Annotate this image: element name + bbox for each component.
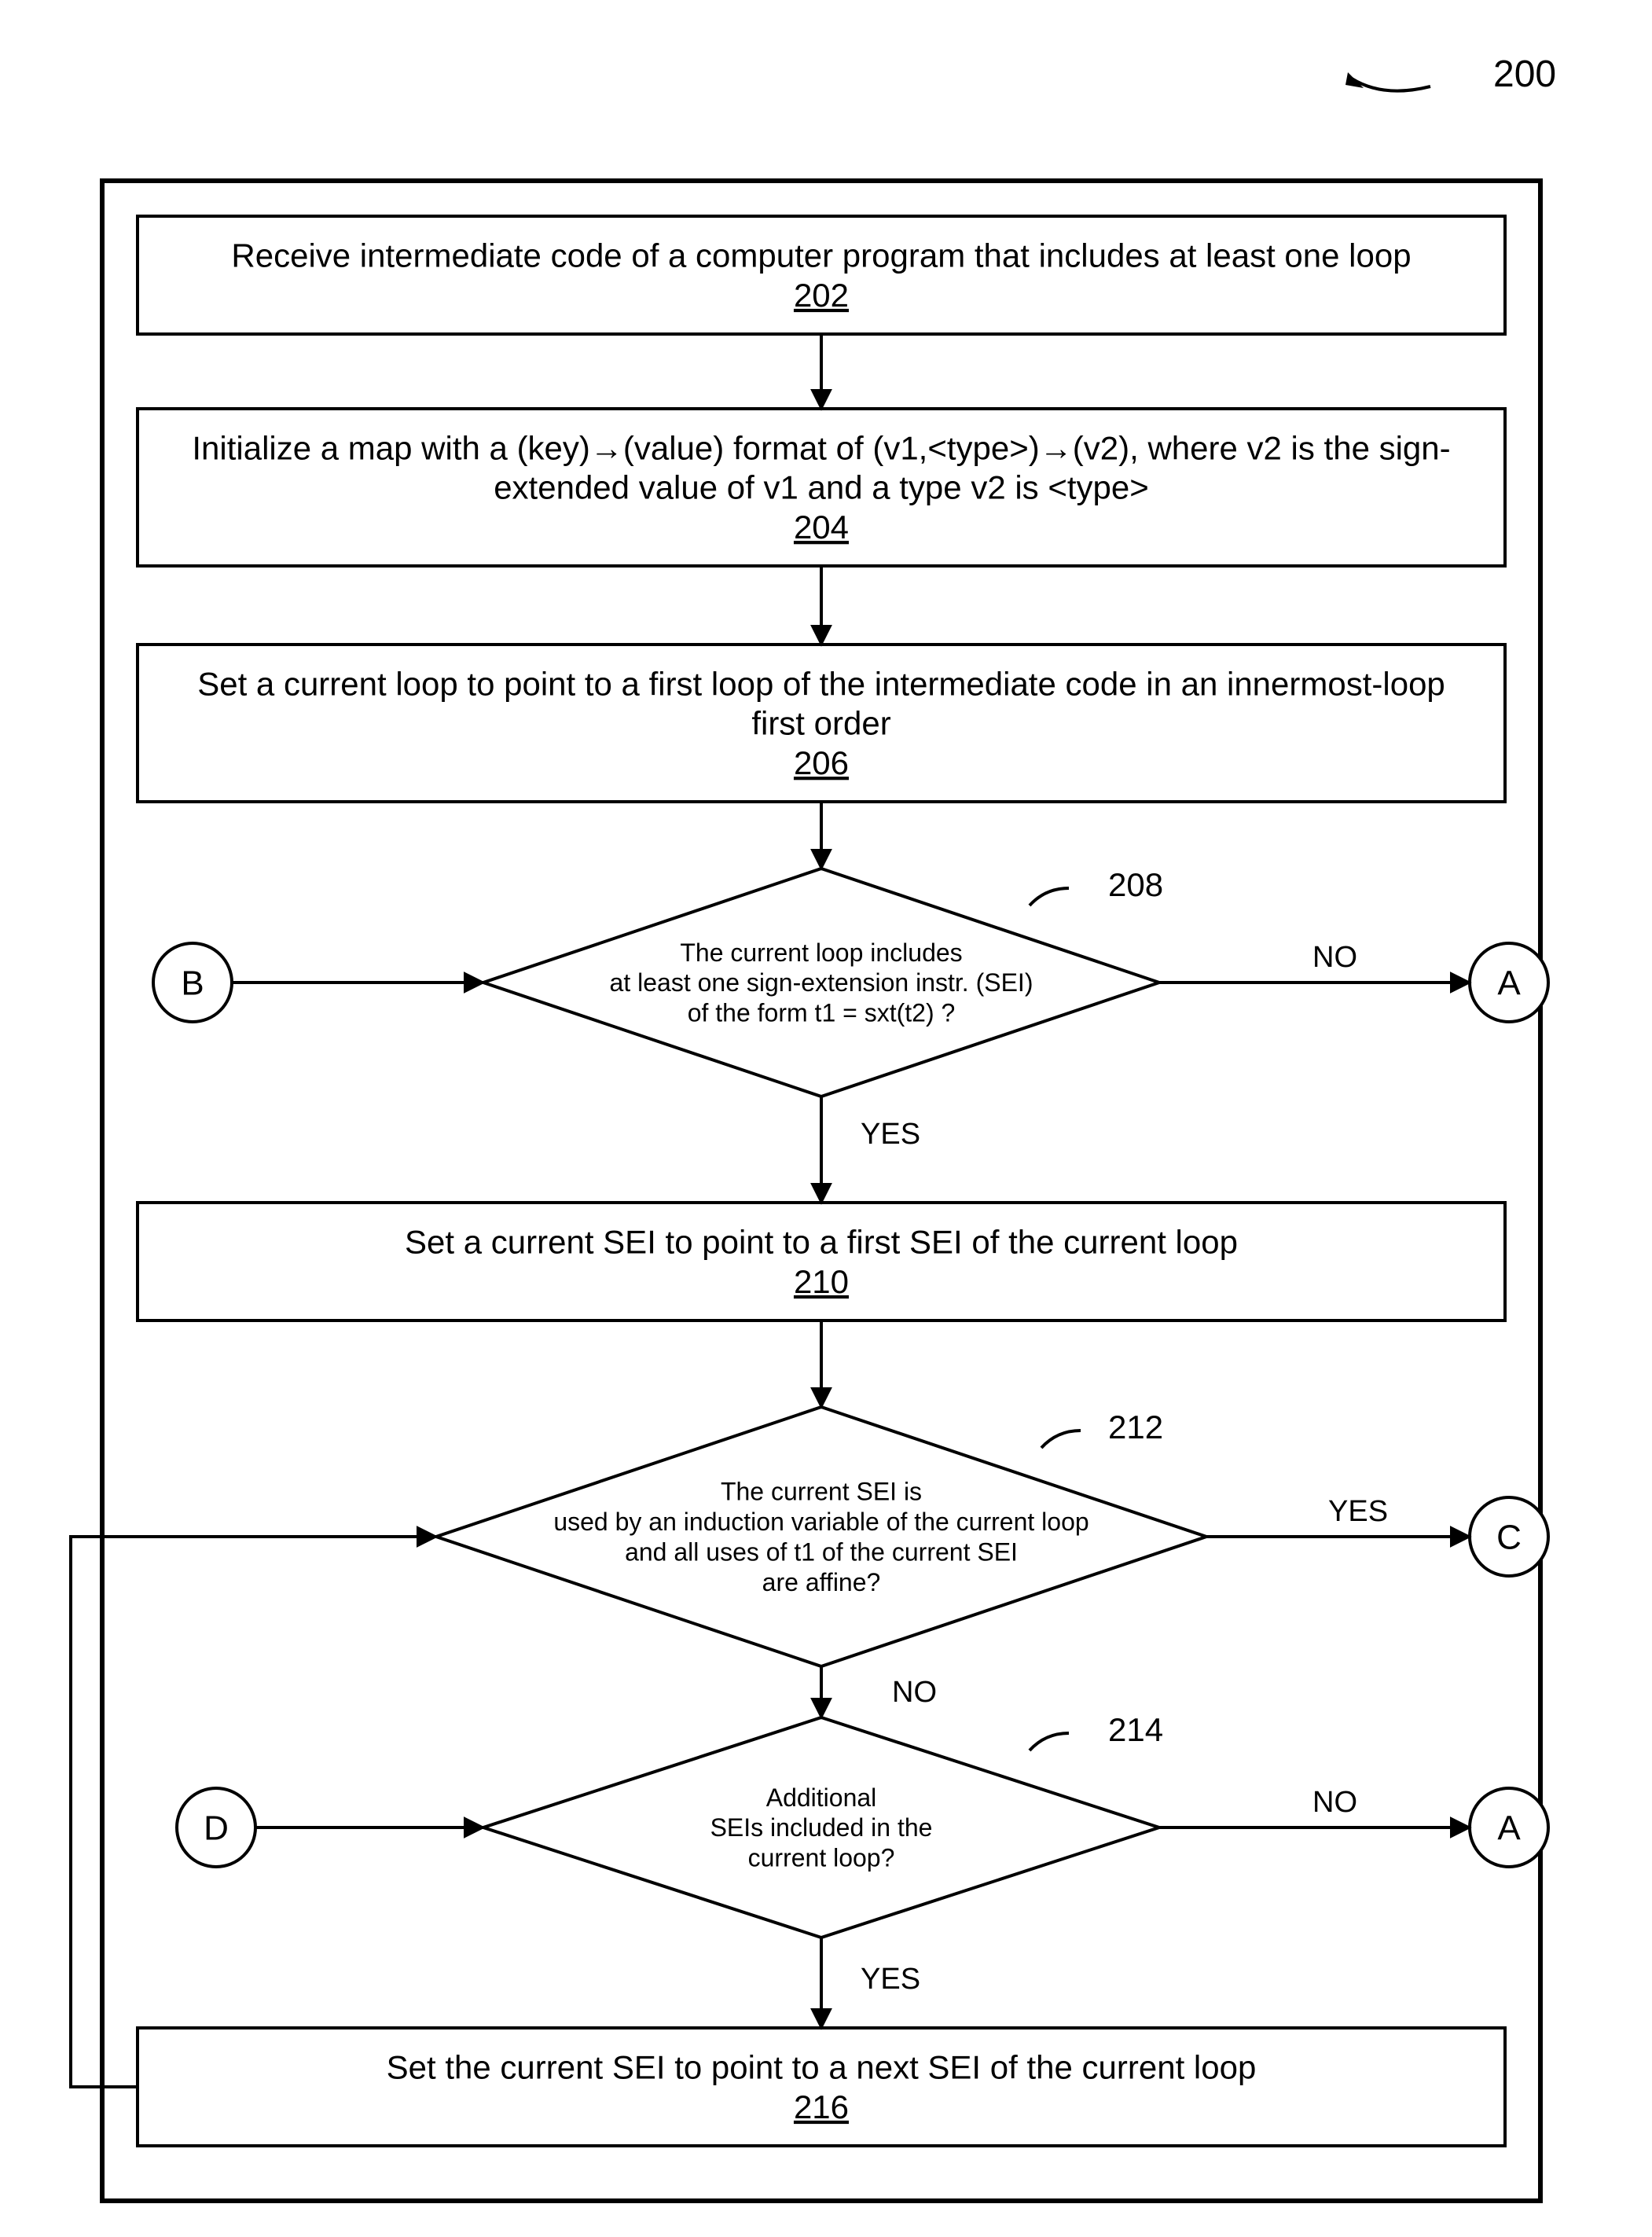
box-b204: Initialize a map with a (key)→(value) fo… bbox=[138, 409, 1505, 566]
diamond-d208: The current loop includesat least one si… bbox=[483, 866, 1163, 1096]
box-b202-ref: 202 bbox=[794, 277, 849, 314]
diamond-d208-line-1: at least one sign-extension instr. (SEI) bbox=[610, 968, 1033, 997]
box-b206-line-1: first order bbox=[751, 705, 890, 742]
diamond-d214-line-0: Additional bbox=[766, 1783, 877, 1812]
box-b216-ref: 216 bbox=[794, 2088, 849, 2125]
connector-cD-label: D bbox=[204, 1809, 229, 1847]
box-b206-ref: 206 bbox=[794, 744, 849, 781]
box-b206: Set a current loop to point to a first l… bbox=[138, 645, 1505, 802]
diamond-d208-line-0: The current loop includes bbox=[680, 939, 962, 967]
connector-cA1-label: A bbox=[1497, 964, 1521, 1002]
diamond-d212-hook bbox=[1041, 1431, 1081, 1448]
diamond-d208-hook bbox=[1030, 888, 1069, 905]
diamond-d212-line-0: The current SEI is bbox=[721, 1478, 922, 1506]
arrow-7-label: YES bbox=[1328, 1495, 1388, 1528]
fig-ref-label: 200 bbox=[1493, 53, 1556, 95]
diamond-d212-line-2: and all uses of t1 of the current SEI bbox=[625, 1537, 1018, 1566]
connector-cA1: A bbox=[1470, 943, 1548, 1022]
fig-ref-arrow bbox=[1352, 79, 1430, 91]
diamond-d214-line-1: SEIs included in the bbox=[710, 1813, 933, 1842]
diamond-d214-line-2: current loop? bbox=[748, 1844, 895, 1872]
box-b204-ref: 204 bbox=[794, 509, 849, 545]
arrow-8-label: NO bbox=[892, 1676, 937, 1709]
diamond-d208-ref: 208 bbox=[1108, 866, 1163, 903]
box-b204-line-0: Initialize a map with a (key)→(value) fo… bbox=[192, 429, 1450, 466]
arrow-4-label: NO bbox=[1312, 941, 1357, 974]
box-b204-line-1: extended value of v1 and a type v2 is <t… bbox=[494, 469, 1149, 506]
diamond-d214-hook bbox=[1030, 1733, 1069, 1750]
arrow-3-label: YES bbox=[861, 1118, 920, 1151]
box-b210-ref: 210 bbox=[794, 1263, 849, 1300]
diamond-d214-ref: 214 bbox=[1108, 1711, 1163, 1748]
box-b202-line-0: Receive intermediate code of a computer … bbox=[231, 237, 1411, 274]
diamond-d212-line-3: are affine? bbox=[762, 1568, 881, 1596]
connector-cC-label: C bbox=[1496, 1518, 1522, 1556]
box-b202: Receive intermediate code of a computer … bbox=[138, 216, 1505, 334]
box-b210-line-0: Set a current SEI to point to a first SE… bbox=[405, 1224, 1238, 1261]
box-b216-line-0: Set the current SEI to point to a next S… bbox=[387, 2049, 1257, 2086]
box-b210: Set a current SEI to point to a first SE… bbox=[138, 1203, 1505, 1321]
fig-ref-arrowhead bbox=[1345, 72, 1364, 88]
diamond-d214: AdditionalSEIs included in thecurrent lo… bbox=[483, 1711, 1163, 1938]
box-b206-line-0: Set a current loop to point to a first l… bbox=[197, 665, 1445, 702]
connector-cD: D bbox=[177, 1788, 255, 1867]
connector-cB-label: B bbox=[181, 964, 204, 1002]
box-b216: Set the current SEI to point to a next S… bbox=[138, 2028, 1505, 2146]
diamond-d212-line-1: used by an induction variable of the cur… bbox=[553, 1508, 1088, 1536]
arrow-9-label: NO bbox=[1312, 1786, 1357, 1819]
connector-cC: C bbox=[1470, 1497, 1548, 1576]
diamond-d208-line-2: of the form t1 = sxt(t2) ? bbox=[688, 999, 956, 1027]
diamond-d212: The current SEI isused by an induction v… bbox=[436, 1407, 1206, 1666]
arrow-11-label: YES bbox=[861, 1963, 920, 1996]
connector-cA2-label: A bbox=[1497, 1809, 1521, 1847]
diamond-d212-ref: 212 bbox=[1108, 1409, 1163, 1445]
connector-cA2: A bbox=[1470, 1788, 1548, 1867]
connector-cB: B bbox=[153, 943, 232, 1022]
